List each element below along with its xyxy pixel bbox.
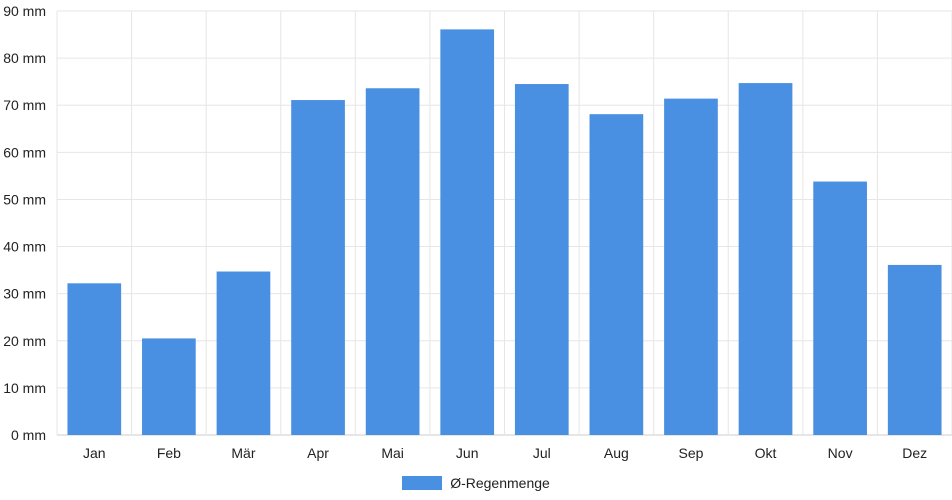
x-tick-label: Apr [307, 445, 329, 461]
y-tick-label: 30 mm [3, 286, 46, 302]
bar [291, 100, 345, 435]
y-tick-label: 20 mm [3, 333, 46, 349]
bar [589, 114, 644, 435]
x-axis-ticks: Jan Feb Mär Apr Mai Jun Jul Aug Sep Okt Nov Dez [83, 445, 927, 461]
x-tick-label: Sep [678, 445, 703, 461]
bar [664, 98, 718, 436]
x-tick-label: Aug [604, 445, 629, 461]
x-tick-label: Mai [381, 445, 404, 461]
y-tick-label: 70 mm [3, 97, 46, 113]
legend-label: Ø-Regenmenge [450, 475, 550, 491]
x-tick-label: Nov [828, 445, 853, 461]
x-tick-label: Jun [456, 445, 479, 461]
y-axis-ticks: 0 mm 10 mm 20 mm 30 mm 40 mm 50 mm 60 mm 70 mm 8… [3, 3, 46, 443]
x-tick-label: Okt [755, 445, 777, 461]
bar [67, 283, 122, 435]
y-tick-label: 0 mm [11, 427, 46, 443]
x-tick-label: Mär [231, 445, 255, 461]
bar [887, 264, 942, 435]
bar [365, 88, 420, 436]
chart-bars [67, 29, 942, 436]
legend-swatch [402, 476, 443, 490]
bar [142, 338, 196, 435]
bar [440, 29, 495, 436]
x-tick-label: Jan [83, 445, 106, 461]
y-tick-label: 10 mm [3, 380, 46, 396]
y-tick-label: 40 mm [3, 239, 46, 255]
bar [813, 181, 867, 435]
y-tick-label: 90 mm [3, 3, 46, 19]
bar [514, 84, 569, 436]
x-tick-label: Feb [157, 445, 181, 461]
y-tick-label: 60 mm [3, 144, 46, 160]
chart-grid [56, 10, 952, 436]
x-tick-label: Jul [533, 445, 551, 461]
y-tick-label: 50 mm [3, 191, 46, 207]
bar [216, 271, 271, 435]
bar [738, 83, 793, 435]
x-tick-label: Dez [902, 445, 927, 461]
y-tick-label: 80 mm [3, 50, 46, 66]
legend: Ø-Regenmenge [0, 472, 952, 494]
